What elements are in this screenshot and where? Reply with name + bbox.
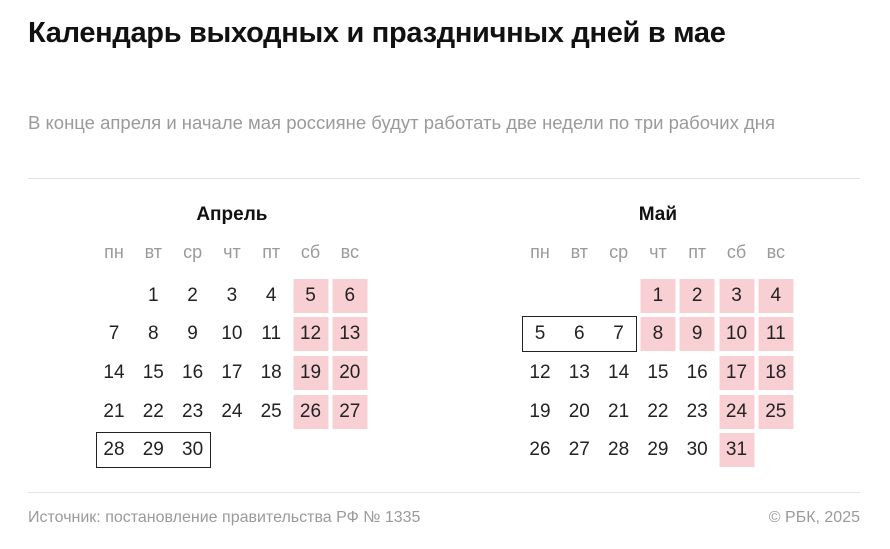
short-workweek-box (96, 432, 211, 468)
day-cell: 14 (608, 362, 630, 383)
day-cell: 22 (647, 401, 669, 422)
day-cell-holiday: 31 (719, 433, 754, 467)
day-cell: 30 (182, 439, 204, 460)
day-cell-holiday: 26 (293, 395, 328, 429)
day-cell: 7 (108, 323, 120, 344)
day-cell-holiday: 5 (293, 279, 328, 313)
day-cell: 23 (182, 401, 204, 422)
weekday-label: чт (223, 242, 241, 262)
day-cell: 18 (260, 362, 282, 383)
day-cell: 4 (265, 285, 277, 306)
weekday-label: сб (726, 242, 747, 262)
day-cell-holiday: 27 (332, 395, 368, 429)
day-cell: 3 (226, 285, 238, 306)
day-cell-holiday: 1 (640, 279, 676, 313)
day-cell: 29 (647, 439, 669, 460)
day-cell: 23 (686, 401, 708, 422)
day-cell: 14 (103, 362, 125, 383)
day-cell-holiday: 9 (679, 317, 715, 351)
day-cell: 22 (142, 401, 164, 422)
weekday-label: пт (262, 242, 281, 262)
day-cell: 9 (187, 323, 198, 344)
day-cell: 2 (187, 285, 198, 306)
weekday-label: пн (530, 242, 550, 262)
divider-bottom (28, 492, 860, 493)
day-cell: 19 (529, 401, 551, 422)
day-cell-holiday: 4 (758, 279, 794, 313)
day-cell-holiday: 12 (293, 317, 328, 351)
day-cell: 20 (568, 401, 590, 422)
weekday-label: вт (570, 242, 588, 262)
source-note: Источник: постановление правительства РФ… (28, 509, 421, 526)
day-cell: 25 (260, 401, 282, 422)
weekday-label: вс (340, 242, 359, 262)
day-cell: 12 (529, 362, 551, 383)
day-cell-holiday: 10 (719, 317, 754, 351)
weekday-label: пт (688, 242, 707, 262)
weekday-label: сб (300, 242, 321, 262)
day-cell: 16 (182, 362, 204, 383)
month-title: Май (638, 204, 678, 225)
day-cell: 21 (608, 401, 630, 422)
day-cell-holiday: 17 (719, 356, 754, 390)
day-cell: 5 (534, 323, 546, 344)
day-cell: 13 (568, 362, 590, 383)
day-cell: 28 (103, 439, 125, 460)
day-cell: 30 (686, 439, 708, 460)
day-cell-holiday: 11 (758, 317, 794, 351)
weekday-label: вс (766, 242, 785, 262)
day-cell: 28 (608, 439, 630, 460)
day-cell: 7 (613, 323, 624, 344)
weekday-label: ср (183, 242, 203, 262)
day-cell-holiday: 8 (640, 317, 676, 351)
day-cell: 17 (221, 362, 243, 383)
day-cell-holiday: 24 (719, 395, 754, 429)
day-cell: 6 (574, 323, 585, 344)
day-cell: 8 (148, 323, 159, 344)
day-cell: 1 (148, 285, 159, 306)
divider-top (28, 178, 860, 179)
day-cell-holiday: 20 (332, 356, 368, 390)
weekday-label: чт (649, 242, 667, 262)
day-cell-holiday: 19 (293, 356, 328, 390)
day-cell-holiday: 18 (758, 356, 794, 390)
month-title: Апрель (196, 204, 268, 225)
page-title: Календарь выходных и праздничных дней в … (28, 17, 726, 49)
day-cell: 26 (529, 439, 551, 460)
weekday-label: ср (609, 242, 629, 262)
day-cell: 15 (647, 362, 669, 383)
day-cell-holiday: 25 (758, 395, 794, 429)
day-cell: 24 (221, 401, 243, 422)
subtitle: В конце апреля и начале мая россияне буд… (28, 112, 776, 133)
day-cell: 10 (221, 323, 243, 344)
copyright: © РБК, 2025 (768, 509, 860, 526)
day-cell: 27 (568, 439, 590, 460)
day-cell-holiday: 3 (719, 279, 754, 313)
day-cell-holiday: 2 (679, 279, 715, 313)
day-cell: 21 (103, 401, 125, 422)
day-cell: 16 (686, 362, 708, 383)
day-cell: 11 (261, 323, 282, 344)
weekday-label: вт (144, 242, 162, 262)
day-cell: 15 (142, 362, 164, 383)
weekday-label: пн (104, 242, 124, 262)
day-cell-holiday: 13 (332, 317, 368, 351)
day-cell-holiday: 6 (332, 279, 368, 313)
short-workweek-box (522, 316, 637, 352)
day-cell: 29 (142, 439, 164, 460)
